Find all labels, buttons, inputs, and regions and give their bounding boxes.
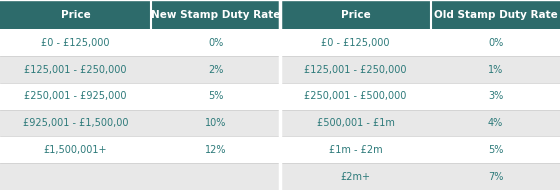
Bar: [151, 0, 280, 29]
Bar: [431, 83, 560, 110]
Text: 1%: 1%: [488, 65, 503, 75]
Bar: [151, 163, 280, 190]
Bar: [431, 163, 560, 190]
Bar: [0, 56, 151, 83]
Text: £250,001 - £925,000: £250,001 - £925,000: [24, 91, 127, 101]
Bar: [431, 136, 560, 163]
Bar: [280, 56, 431, 83]
Text: 0%: 0%: [488, 38, 503, 48]
Text: 0%: 0%: [208, 38, 223, 48]
Text: Price: Price: [60, 10, 91, 20]
Text: 2%: 2%: [208, 65, 223, 75]
Bar: [280, 163, 431, 190]
Text: 12%: 12%: [205, 145, 226, 155]
Bar: [0, 29, 151, 56]
Text: 4%: 4%: [488, 118, 503, 128]
Bar: [0, 136, 151, 163]
Bar: [151, 110, 280, 136]
Text: New Stamp Duty Rate: New Stamp Duty Rate: [151, 10, 281, 20]
Bar: [280, 0, 431, 29]
Bar: [0, 163, 151, 190]
Bar: [151, 29, 280, 56]
Text: £1m - £2m: £1m - £2m: [329, 145, 382, 155]
Text: £0 - £125,000: £0 - £125,000: [321, 38, 390, 48]
Bar: [151, 136, 280, 163]
Bar: [280, 136, 431, 163]
Bar: [280, 29, 431, 56]
Bar: [0, 110, 151, 136]
Text: £125,001 - £250,000: £125,001 - £250,000: [24, 65, 127, 75]
Bar: [0, 83, 151, 110]
Text: 5%: 5%: [488, 145, 503, 155]
Text: £925,001 - £1,500,00: £925,001 - £1,500,00: [23, 118, 128, 128]
Text: £500,001 - £1m: £500,001 - £1m: [316, 118, 395, 128]
Bar: [431, 0, 560, 29]
Text: £2m+: £2m+: [340, 172, 371, 182]
Text: Old Stamp Duty Rate: Old Stamp Duty Rate: [434, 10, 557, 20]
Bar: [431, 29, 560, 56]
Bar: [280, 110, 431, 136]
Text: 5%: 5%: [208, 91, 223, 101]
Text: £1,500,001+: £1,500,001+: [44, 145, 108, 155]
Bar: [431, 110, 560, 136]
Text: 7%: 7%: [488, 172, 503, 182]
Bar: [280, 83, 431, 110]
Bar: [151, 83, 280, 110]
Text: £0 - £125,000: £0 - £125,000: [41, 38, 110, 48]
Text: £125,001 - £250,000: £125,001 - £250,000: [304, 65, 407, 75]
Bar: [431, 56, 560, 83]
Bar: [151, 56, 280, 83]
Text: £250,001 - £500,000: £250,001 - £500,000: [305, 91, 407, 101]
Text: 10%: 10%: [205, 118, 226, 128]
Text: Price: Price: [340, 10, 371, 20]
Bar: [0, 0, 151, 29]
Text: 3%: 3%: [488, 91, 503, 101]
